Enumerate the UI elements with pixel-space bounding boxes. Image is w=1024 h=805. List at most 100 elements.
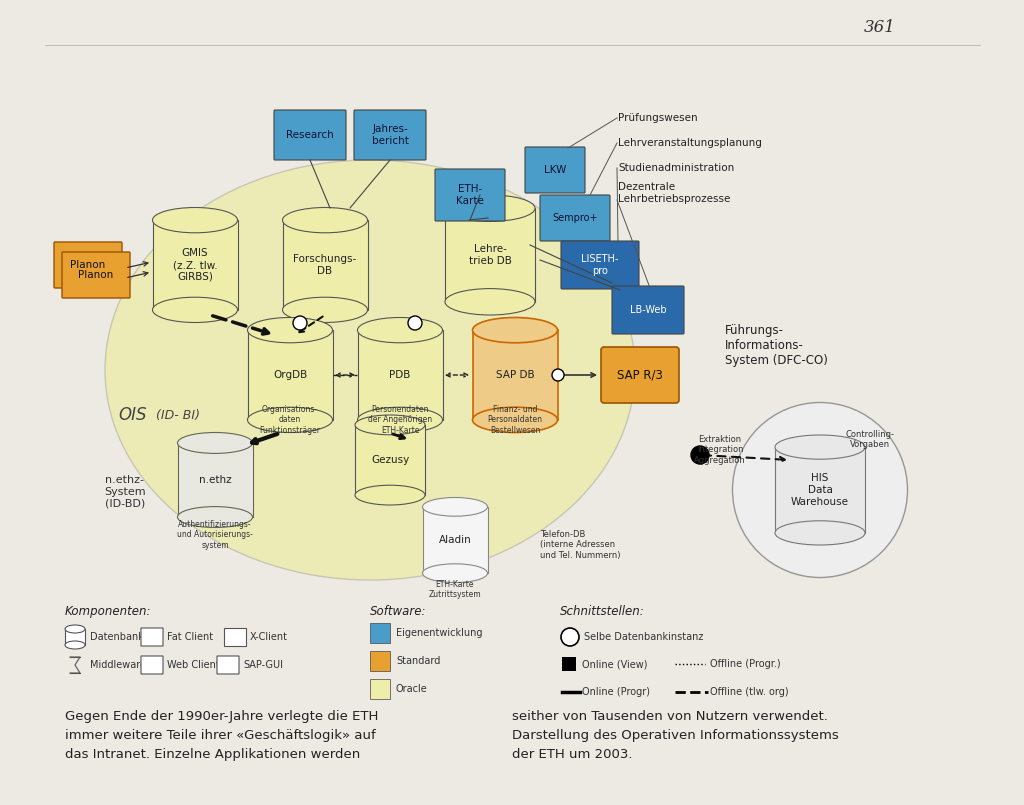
- Text: Telefon-DB
(interne Adressen
und Tel. Nummern): Telefon-DB (interne Adressen und Tel. Nu…: [540, 530, 621, 559]
- Text: Fat Client: Fat Client: [167, 632, 213, 642]
- Text: SAP R/3: SAP R/3: [617, 369, 663, 382]
- Ellipse shape: [248, 407, 333, 432]
- Text: Führungs-
Informations-
System (DFC-CO): Führungs- Informations- System (DFC-CO): [725, 324, 827, 366]
- Text: Personendaten
der Angehörigen
ETH-Karte: Personendaten der Angehörigen ETH-Karte: [368, 405, 432, 435]
- Text: Middleware: Middleware: [90, 660, 146, 670]
- FancyBboxPatch shape: [472, 330, 557, 420]
- Text: OIS: OIS: [118, 406, 146, 424]
- Text: SAP DB: SAP DB: [496, 370, 535, 380]
- Ellipse shape: [65, 625, 85, 633]
- Circle shape: [408, 316, 422, 330]
- Text: n.ethz-
System
(ID-BD): n.ethz- System (ID-BD): [104, 475, 145, 508]
- Circle shape: [691, 446, 709, 464]
- Ellipse shape: [445, 289, 535, 315]
- Ellipse shape: [472, 317, 557, 343]
- Text: (ID- BI): (ID- BI): [156, 408, 200, 422]
- FancyBboxPatch shape: [141, 656, 163, 674]
- Text: Planon: Planon: [79, 270, 114, 280]
- Text: GMIS
(z.Z. tlw.
GIRBS): GMIS (z.Z. tlw. GIRBS): [173, 249, 217, 282]
- Ellipse shape: [423, 564, 487, 583]
- Bar: [562, 657, 575, 671]
- Ellipse shape: [357, 407, 442, 432]
- Text: Authentifizierungs-
und Autorisierungs-
system: Authentifizierungs- und Autorisierungs- …: [177, 520, 253, 550]
- FancyBboxPatch shape: [65, 629, 85, 645]
- Text: LB-Web: LB-Web: [630, 305, 667, 315]
- Text: n.ethz: n.ethz: [199, 475, 231, 485]
- FancyBboxPatch shape: [357, 330, 442, 420]
- Text: Offline (tlw. org): Offline (tlw. org): [710, 687, 788, 697]
- Ellipse shape: [65, 641, 85, 649]
- Ellipse shape: [355, 415, 425, 435]
- Text: Offline (Progr.): Offline (Progr.): [710, 659, 780, 669]
- Bar: [370, 679, 390, 699]
- Text: Organisations-
daten
Funktionsträger: Organisations- daten Funktionsträger: [259, 405, 321, 435]
- Text: Controlling-
Vorgaben: Controlling- Vorgaben: [846, 430, 895, 449]
- Text: Online (View): Online (View): [582, 659, 647, 669]
- FancyBboxPatch shape: [153, 220, 238, 310]
- Text: Gegen Ende der 1990er-Jahre verlegte die ETH
immer weitere Teile ihrer «Geschäft: Gegen Ende der 1990er-Jahre verlegte die…: [65, 710, 379, 761]
- FancyBboxPatch shape: [540, 195, 610, 241]
- FancyBboxPatch shape: [224, 628, 246, 646]
- FancyBboxPatch shape: [141, 628, 163, 646]
- FancyBboxPatch shape: [612, 286, 684, 334]
- FancyBboxPatch shape: [177, 443, 253, 517]
- Text: SAP-GUI: SAP-GUI: [243, 660, 283, 670]
- Text: Lehrveranstaltungsplanung: Lehrveranstaltungsplanung: [618, 138, 762, 148]
- FancyBboxPatch shape: [435, 169, 505, 221]
- Ellipse shape: [177, 432, 253, 453]
- Ellipse shape: [445, 195, 535, 221]
- FancyBboxPatch shape: [274, 110, 346, 160]
- Text: Extraktion
Integration
Aggregation: Extraktion Integration Aggregation: [694, 435, 745, 464]
- Text: Jahres-
bericht: Jahres- bericht: [372, 124, 409, 146]
- Text: PDB: PDB: [389, 370, 411, 380]
- Text: Standard: Standard: [396, 656, 440, 666]
- Ellipse shape: [423, 497, 487, 516]
- Ellipse shape: [105, 160, 635, 580]
- Text: LISETH-
pro: LISETH- pro: [582, 254, 618, 276]
- FancyBboxPatch shape: [445, 208, 535, 302]
- FancyBboxPatch shape: [601, 347, 679, 403]
- Text: Oracle: Oracle: [396, 684, 428, 694]
- FancyBboxPatch shape: [561, 241, 639, 289]
- Ellipse shape: [357, 317, 442, 343]
- Text: Schnittstellen:: Schnittstellen:: [560, 605, 645, 618]
- Circle shape: [293, 316, 307, 330]
- Text: Eigenentwicklung: Eigenentwicklung: [396, 628, 482, 638]
- Text: Online (Progr): Online (Progr): [582, 687, 650, 697]
- FancyBboxPatch shape: [525, 147, 585, 193]
- Ellipse shape: [732, 402, 907, 577]
- FancyBboxPatch shape: [217, 656, 239, 674]
- FancyBboxPatch shape: [283, 220, 368, 310]
- Text: Dezentrale
Lehrbetriebsprozesse: Dezentrale Lehrbetriebsprozesse: [618, 182, 730, 204]
- Ellipse shape: [283, 297, 368, 323]
- Text: seither von Tausenden von Nutzern verwendet.
Darstellung des Operativen Informat: seither von Tausenden von Nutzern verwen…: [512, 710, 839, 761]
- FancyBboxPatch shape: [54, 242, 122, 288]
- Text: Lehre-
trieb DB: Lehre- trieb DB: [469, 244, 511, 266]
- Ellipse shape: [775, 435, 865, 459]
- Circle shape: [552, 369, 564, 381]
- Ellipse shape: [355, 485, 425, 505]
- Text: Komponenten:: Komponenten:: [65, 605, 152, 618]
- Text: Finanz- und
Personaldaten
Bestellwesen: Finanz- und Personaldaten Bestellwesen: [487, 405, 543, 435]
- Ellipse shape: [283, 208, 368, 233]
- Bar: [370, 623, 390, 643]
- FancyBboxPatch shape: [62, 252, 130, 298]
- Text: Aladin: Aladin: [438, 535, 471, 545]
- Ellipse shape: [153, 208, 238, 233]
- FancyBboxPatch shape: [423, 507, 487, 573]
- Text: Forschungs-
DB: Forschungs- DB: [293, 254, 356, 276]
- Ellipse shape: [248, 317, 333, 343]
- Text: Sempro+: Sempro+: [552, 213, 598, 223]
- Text: Planon: Planon: [71, 260, 105, 270]
- Text: ETH-
Karte: ETH- Karte: [456, 184, 484, 206]
- Ellipse shape: [775, 521, 865, 545]
- Ellipse shape: [153, 297, 238, 323]
- Text: Prüfungswesen: Prüfungswesen: [618, 113, 697, 123]
- Ellipse shape: [177, 506, 253, 527]
- Ellipse shape: [472, 407, 557, 432]
- Text: Gezusy: Gezusy: [371, 455, 410, 465]
- Text: Software:: Software:: [370, 605, 427, 618]
- Text: Research: Research: [286, 130, 334, 140]
- Text: Datenbank: Datenbank: [90, 632, 144, 642]
- FancyBboxPatch shape: [355, 425, 425, 495]
